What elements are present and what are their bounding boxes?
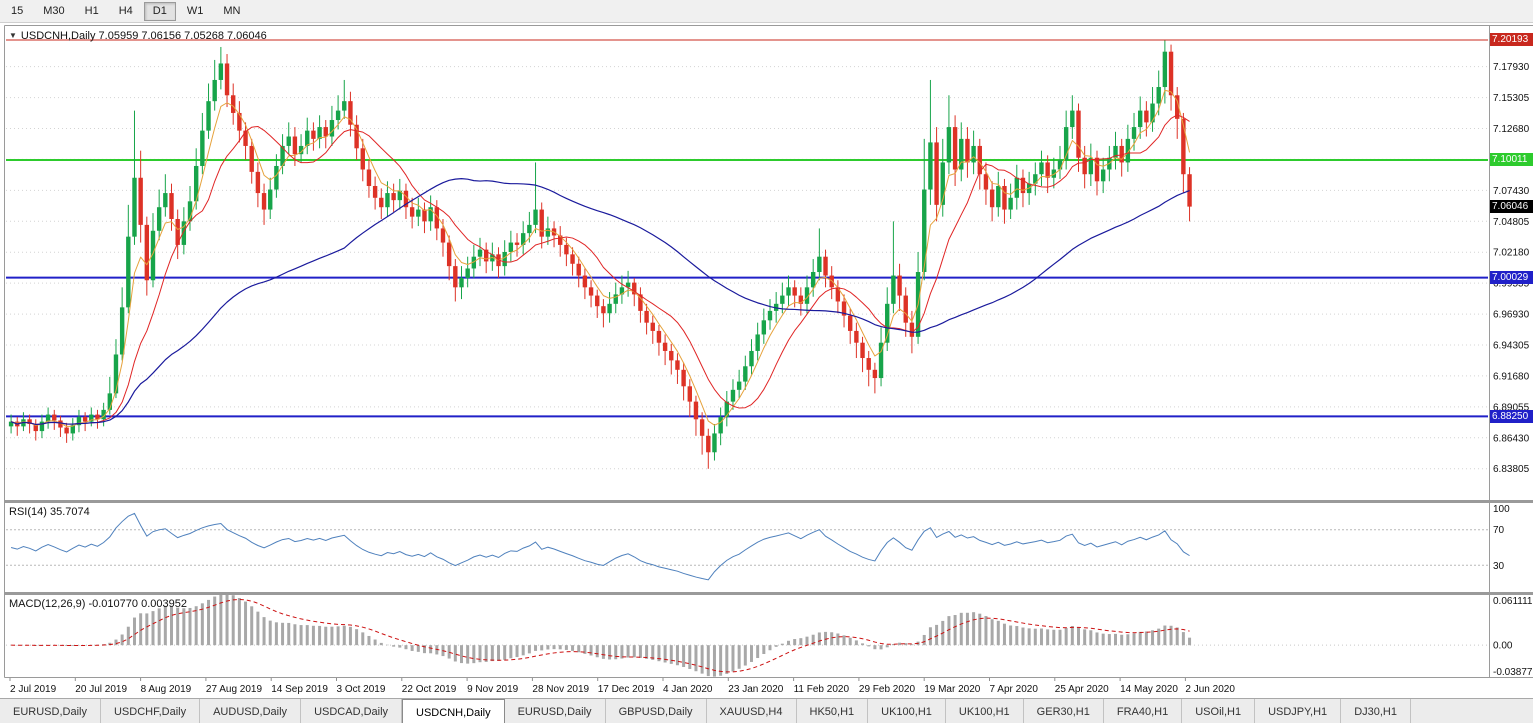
time-tick-label: 11 Feb 2020 (794, 684, 850, 695)
time-tick-label: 14 May 2020 (1120, 684, 1178, 695)
chart-ohlc-values: 7.05959 7.06156 7.05268 7.06046 (98, 30, 267, 42)
symbol-tab-GER30-H1[interactable]: GER30,H1 (1024, 699, 1104, 723)
price-tick-label: 7.12680 (1493, 124, 1530, 135)
time-tick-label: 2 Jul 2019 (10, 684, 57, 695)
price-level-badge: 7.10011 (1490, 153, 1533, 167)
macd-signal-line (11, 598, 1190, 673)
symbol-tab-HK50-H1[interactable]: HK50,H1 (797, 699, 869, 723)
price-tick-label: 7.02180 (1493, 248, 1530, 259)
moving-averages-layer (10, 89, 1191, 428)
timeframe-toolbar: 15 M30 H1 H4 D1 W1 MN (0, 0, 1533, 23)
symbol-tab-USDCAD-Daily[interactable]: USDCAD,Daily (301, 699, 403, 723)
symbol-tab-XAUUSD-H4[interactable]: XAUUSD,H4 (707, 699, 797, 723)
time-tick-label: 25 Apr 2020 (1055, 684, 1109, 695)
timeframe-button-H4[interactable]: H4 (110, 2, 142, 21)
symbol-tab-USDCHF-Daily[interactable]: USDCHF,Daily (101, 699, 201, 723)
symbol-tab-AUDUSD-Daily[interactable]: AUDUSD,Daily (200, 699, 302, 723)
symbol-tab-UK100-H1[interactable]: UK100,H1 (868, 699, 946, 723)
price-tick-label: 6.89055 (1493, 402, 1530, 413)
price-tick-label: 6.83805 (1493, 464, 1530, 475)
ma-mid-line (10, 114, 1190, 425)
symbol-tab-EURUSD-Daily[interactable]: EURUSD,Daily (505, 699, 606, 723)
time-tick-label: 4 Jan 2020 (663, 684, 713, 695)
ma-fast-line (10, 89, 1191, 428)
chart-menu-icon[interactable]: ▼ (9, 31, 17, 40)
time-tick-label: 22 Oct 2019 (402, 684, 457, 695)
macd-tick-label: -0.038777 (1493, 667, 1533, 678)
rsi-tick-label: 30 (1493, 561, 1505, 572)
macd-panel-layer: 0.0611119 0.00 -0.038777 (6, 593, 1533, 678)
rsi-tick-label: 100 (1493, 504, 1510, 515)
symbol-tab-FRA40-H1[interactable]: FRA40,H1 (1104, 699, 1183, 723)
time-tick-label: 7 Apr 2020 (990, 684, 1039, 695)
rsi-tick-label: 70 (1493, 525, 1505, 536)
candles-layer (8, 40, 1192, 469)
symbol-tab-USDJPY-H1[interactable]: USDJPY,H1 (1255, 699, 1342, 723)
time-tick-label: 20 Jul 2019 (75, 684, 127, 695)
price-tick-label: 7.15305 (1493, 93, 1530, 104)
price-level-badge: 7.20193 (1490, 33, 1533, 47)
symbol-tab-UK100-H1[interactable]: UK100,H1 (946, 699, 1024, 723)
time-tick-label: 27 Aug 2019 (206, 684, 263, 695)
macd-tick-label: 0.0611119 (1493, 596, 1533, 607)
macd-indicator-label: MACD(12,26,9) -0.010770 0.003952 (9, 598, 187, 610)
time-tick-label: 8 Aug 2019 (141, 684, 192, 695)
rsi-panel-layer: 100 70 30 (6, 504, 1510, 581)
symbol-tab-USOil-H1[interactable]: USOil,H1 (1182, 699, 1256, 723)
price-level-badge: 7.00029 (1490, 271, 1533, 285)
time-tick-label: 19 Mar 2020 (924, 684, 981, 695)
macd-tick-label: 0.00 (1493, 641, 1513, 652)
price-tick-label: 7.04805 (1493, 217, 1530, 228)
price-tick-label: 6.96930 (1493, 310, 1530, 321)
timeframe-button-D1[interactable]: D1 (143, 1, 176, 21)
time-tick-label: 9 Nov 2019 (467, 684, 519, 695)
price-tick-label: 6.86430 (1493, 433, 1530, 444)
price-level-badge: 6.88250 (1490, 409, 1533, 423)
price-tick-label: 7.17930 (1493, 62, 1530, 73)
price-tick-label: 6.91680 (1493, 371, 1530, 382)
rsi-indicator-label: RSI(14) 35.7074 (9, 506, 90, 518)
symbol-tab-USDCNH-Daily[interactable]: USDCNH,Daily (402, 699, 505, 723)
chart-legend: ▼ USDCNH,Daily 7.05959 7.06156 7.05268 7.… (9, 30, 267, 42)
time-tick-label: 17 Dec 2019 (598, 684, 655, 695)
timeframe-button-M30[interactable]: M30 (34, 2, 73, 21)
symbol-tab-DJ30-H1[interactable]: DJ30,H1 (1341, 699, 1411, 723)
symbol-tab-EURUSD-Daily[interactable]: EURUSD,Daily (0, 699, 101, 723)
time-tick-label: 23 Jan 2020 (728, 684, 783, 695)
timeframe-button-W1[interactable]: W1 (178, 2, 213, 21)
current-price-badge: 7.06046 (1490, 200, 1533, 214)
time-axis: 2 Jul 2019 20 Jul 2019 8 Aug 2019 27 Aug 20… (9, 678, 1235, 695)
price-tick-label: 6.99555 (1493, 279, 1530, 290)
timeframe-button-15[interactable]: 15 (2, 2, 32, 21)
price-tick-label: 6.94305 (1493, 341, 1530, 352)
time-tick-label: 2 Jun 2020 (1185, 684, 1235, 695)
chart-symbol-label: USDCNH,Daily (20, 30, 96, 42)
time-tick-label: 14 Sep 2019 (271, 684, 328, 695)
chart-canvas[interactable]: 7.179307.153057.126807.100557.074307.048… (0, 0, 1533, 699)
timeframe-button-MN[interactable]: MN (214, 2, 249, 21)
timeframe-button-H1[interactable]: H1 (76, 2, 108, 21)
symbol-tab-GBPUSD-Daily[interactable]: GBPUSD,Daily (606, 699, 707, 723)
price-tick-label: 7.07430 (1493, 186, 1530, 197)
time-tick-label: 29 Feb 2020 (859, 684, 916, 695)
time-tick-label: 3 Oct 2019 (337, 684, 386, 695)
time-tick-label: 28 Nov 2019 (532, 684, 589, 695)
chart-tab-bar: EURUSD,Daily USDCHF,Daily AUDUSD,Daily USDC… (0, 698, 1533, 723)
rsi-line (10, 512, 1190, 581)
ma-slow-line (10, 177, 1190, 426)
